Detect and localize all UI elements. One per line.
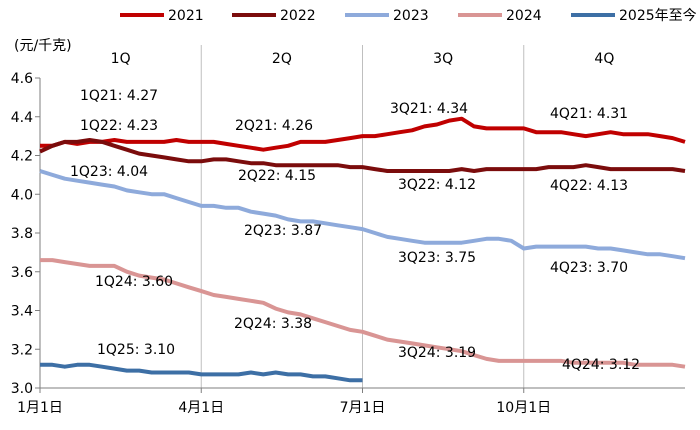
y-tick-label: 3.8 [11, 226, 33, 242]
annotation-label: 2Q24: 3.38 [234, 316, 312, 332]
annotation-label: 3Q21: 4.34 [390, 101, 468, 117]
quarter-dividers [200, 45, 525, 388]
quarter-label: 2Q [272, 51, 292, 67]
annotation-label: 4Q22: 4.13 [550, 178, 628, 194]
series-line-2023 [39, 169, 686, 261]
annotation-label: 2Q21: 4.26 [235, 118, 313, 134]
quarter-label: 4Q [594, 51, 614, 67]
x-tick-label: 1月1日 [17, 400, 63, 416]
quarter-label: 3Q [433, 51, 453, 67]
annotation-label: 2Q22: 4.15 [238, 168, 316, 184]
legend-label: 2024 [506, 8, 542, 24]
legend-label: 2023 [393, 8, 429, 24]
series-line-2025年至今 [40, 362, 363, 383]
annotation-label: 4Q21: 4.31 [550, 106, 628, 122]
annotation-label: 3Q24: 3.19 [398, 345, 476, 361]
y-tick-label: 4.4 [11, 110, 33, 126]
y-tick-label: 4.6 [11, 71, 33, 87]
legend-label: 2021 [168, 8, 204, 24]
y-tick-label: 3.0 [11, 381, 33, 397]
annotation-label: 1Q25: 3.10 [97, 342, 175, 358]
annotation-label: 1Q21: 4.27 [80, 88, 158, 104]
quarter-label: 1Q [111, 51, 131, 67]
annotation-label: 3Q22: 4.12 [398, 177, 476, 193]
annotation-label: 1Q23: 4.04 [70, 164, 148, 180]
legend-label: 2025年至今 [619, 8, 697, 24]
y-axis-unit-label: (元/千克) [14, 38, 72, 54]
series-line-2021 [40, 116, 686, 152]
legend: 2021 2022 2023 2024 2025年至今 [120, 8, 697, 24]
x-tick-label: 4月1日 [178, 400, 224, 416]
legend-label: 2022 [280, 8, 316, 24]
annotation-label: 3Q23: 3.75 [398, 250, 476, 266]
y-tick-label: 4.0 [11, 187, 33, 203]
annotation-label: 4Q24: 3.12 [562, 357, 640, 373]
quarter-labels: 1Q 2Q 3Q 4Q [111, 51, 615, 67]
x-tick-label: 7月1日 [340, 400, 386, 416]
annotation-label: 1Q22: 4.23 [80, 118, 158, 134]
series-lines [39, 116, 686, 383]
series-line-2022 [39, 138, 686, 173]
y-tick-label: 4.2 [11, 149, 33, 165]
series-line-2024 [40, 258, 686, 369]
y-axis: 3.0 3.2 3.4 3.6 3.8 4.0 4.2 4.4 4.6 [11, 71, 41, 397]
annotations: 1Q21: 4.27 1Q22: 4.23 1Q23: 4.04 1Q24: 3.60… [70, 88, 640, 373]
x-tick-label: 10月1日 [496, 400, 551, 416]
annotation-label: 4Q23: 3.70 [550, 260, 628, 276]
annotation-label: 2Q23: 3.87 [244, 223, 322, 239]
y-tick-label: 3.2 [11, 342, 33, 358]
y-tick-label: 3.4 [11, 304, 33, 320]
y-tick-label: 3.6 [11, 265, 33, 281]
annotation-label: 1Q24: 3.60 [95, 274, 173, 290]
x-axis: 1月1日 4月1日 7月1日 10月1日 [17, 387, 685, 416]
